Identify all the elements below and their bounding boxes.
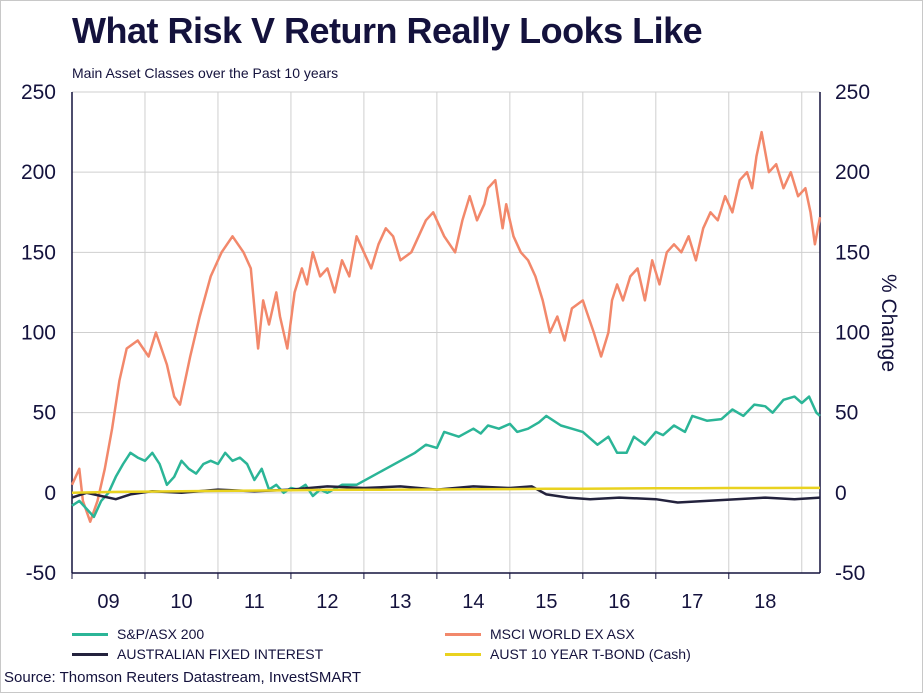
x-tick-label: 17 [681,591,703,613]
series-line-sp_asx [71,395,821,519]
series-line-msci [70,130,822,523]
x-tick-label: 16 [608,591,630,613]
x-tick-label: 10 [170,591,192,613]
x-tick-label: 09 [97,591,119,613]
y-tick-label-right: 200 [835,161,870,184]
x-tick-label: 18 [754,591,776,613]
series-line-tbond [71,486,820,495]
chart-subtitle: Main Asset Classes over the Past 10 year… [72,65,339,81]
y-tick-label-left: 250 [21,81,56,104]
y-tick-label-left: 50 [33,402,56,425]
axes: -50 -50 0 0 50 50 100 100 150 150 200 200 250 250 09 10… [21,81,870,613]
y-tick-label-right: 50 [835,402,858,425]
x-tick-label: 12 [316,591,338,613]
y-tick-label-right: 0 [835,482,847,505]
x-tick-label: 11 [244,591,265,613]
y-tick-label-right: 100 [835,322,870,345]
series-lines [70,130,822,523]
y-tick-label-left: 100 [21,322,56,345]
source-note: Source: Thomson Reuters Datastream, Inve… [4,669,362,686]
y-tick-label-right: 250 [835,81,870,104]
y-tick-label-left: -50 [26,562,56,585]
y-tick-label-right: -50 [835,562,865,585]
x-tick-label: 15 [535,591,557,613]
x-tick-label: 13 [389,591,411,613]
y-tick-label-right: 150 [835,241,870,264]
chart-title: What Risk V Return Really Looks Like [72,10,703,51]
y-axis-label-right: % Change [877,274,900,372]
y-tick-label-left: 0 [44,482,56,505]
y-tick-label-left: 200 [21,161,56,184]
x-tick-label: 14 [462,591,484,613]
y-tick-label-left: 150 [21,241,56,264]
